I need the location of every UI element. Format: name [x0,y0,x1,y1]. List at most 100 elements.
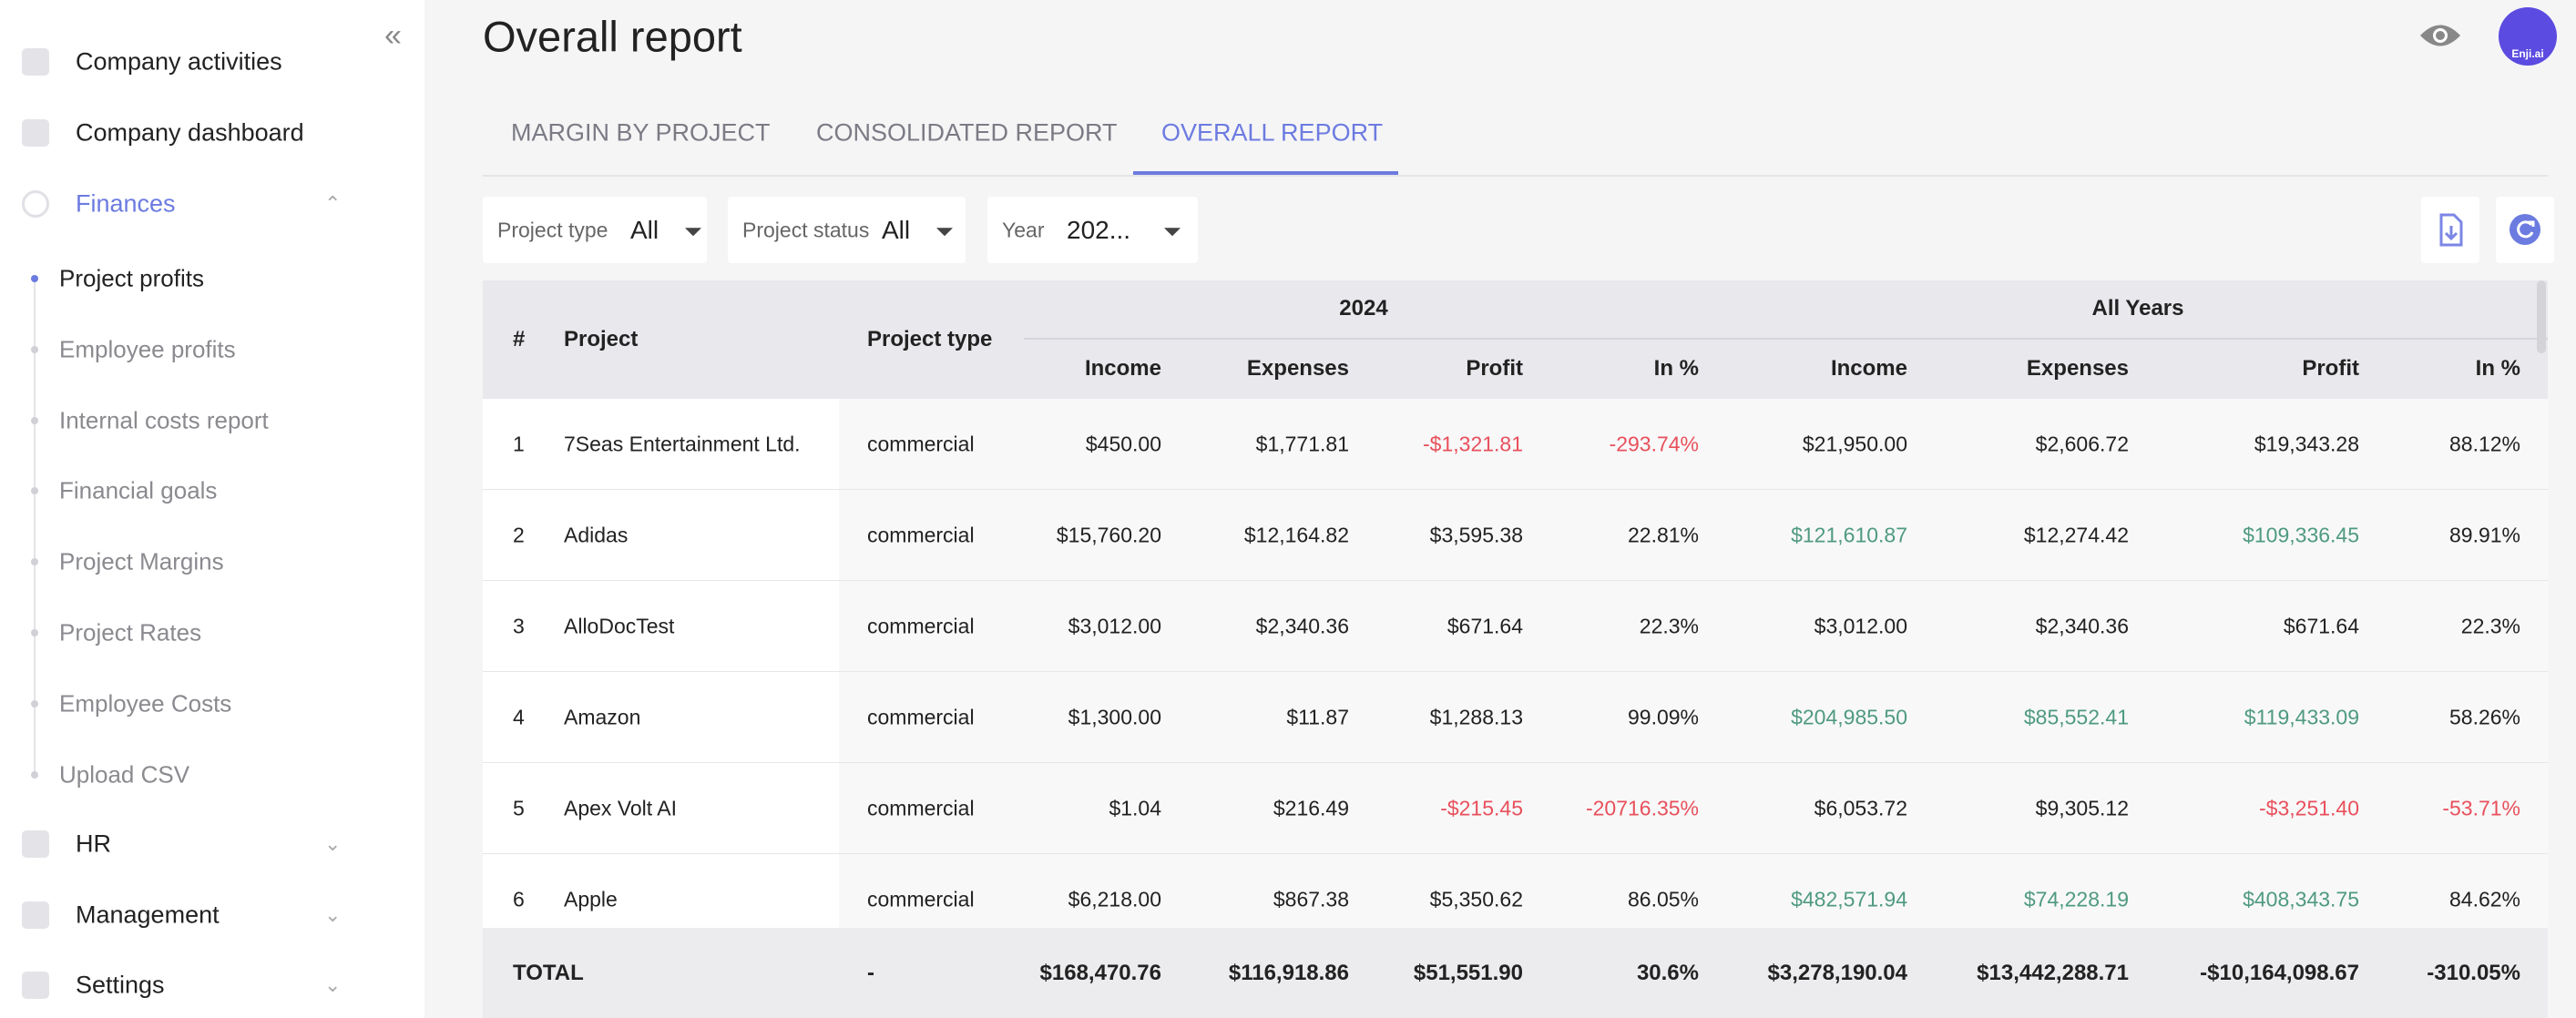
cell: $121,610.87 [1791,523,1907,547]
tree-dot [31,629,38,636]
refresh-button[interactable] [2496,197,2554,263]
cell: -$10,164,098.67 [2200,961,2359,985]
filter[interactable]: Year 202... [987,197,1198,263]
tab[interactable]: CONSOLIDATED REPORT [816,118,1118,147]
header-cell: Expenses [2026,356,2129,381]
nav-subitem[interactable]: Project profits [59,264,204,292]
icon [22,830,49,858]
cell: -293.74% [1609,432,1699,456]
cell: 30.6% [1636,961,1699,985]
row-bg [839,763,2548,854]
tree-line [34,279,36,775]
row-border [483,489,2548,490]
tree-dot [31,558,38,566]
cell: $12,164.82 [1243,523,1349,547]
download-button[interactable] [2421,197,2479,263]
caret [936,227,953,236]
row-border [483,853,2548,854]
cell: 99.09% [1627,705,1699,729]
cell: $1.04 [1109,796,1161,820]
icon [22,972,49,999]
cell: $408,343.75 [2243,887,2359,911]
row-bg [839,581,2548,672]
icon [22,901,49,929]
cell: $2,606.72 [2035,432,2129,456]
nav-subitem[interactable]: Project Rates [59,618,202,646]
filter-label: Year [1002,218,1045,241]
cell: $3,012.00 [1068,614,1161,638]
cell: 84.62% [2448,887,2520,911]
cell: $116,918.86 [1228,961,1349,985]
cell: -$215.45 [1440,796,1523,820]
cell: commercial [867,432,975,456]
tree-dot [31,699,38,708]
group-header: 2024 [1339,296,1388,321]
cell: $216.49 [1273,796,1349,820]
nav-item[interactable]: Settings [76,971,165,999]
cell: commercial [867,705,975,729]
cell: $1,288.13 [1429,705,1523,729]
row-bg [839,854,2548,928]
total-row: TOTAL - $168,470.76 $116,918.86 $51,551.90 30… [483,928,2548,1018]
avatar-text: Enji.ai [2511,47,2544,60]
filter[interactable]: Project status All [728,197,966,263]
avatar[interactable]: Enji.ai [2499,7,2557,66]
cell: $15,760.20 [1056,523,1161,547]
tree-dot [31,770,38,779]
scrollbar [2537,280,2546,353]
row-border [483,580,2548,581]
cell: $204,985.50 [1791,705,1907,729]
cell: $3,012.00 [1814,614,1907,638]
filter-label: Project status [742,218,870,241]
nav-subitem[interactable]: Financial goals [59,476,218,504]
tree-dot [31,416,38,424]
filter-value: All [882,215,911,244]
nav-item[interactable]: Company dashboard [76,118,304,147]
cell: 4 [513,705,525,729]
collapse-button[interactable]: « [384,18,402,53]
group-header: All Years [2091,296,2184,321]
tree-dot [31,487,38,495]
header-cell: Expenses [1246,356,1349,381]
sidebar: « Company activities Company dashboard Fin… [0,0,424,1018]
tree-dot [31,275,38,282]
nav-subitem[interactable]: Upload CSV [59,760,190,789]
tree-dot [31,345,38,353]
filter[interactable]: Project type All [483,197,707,263]
nav-section[interactable]: Finances [76,189,176,218]
tab[interactable]: OVERALL REPORT [1161,118,1384,147]
filter-value: 202... [1067,215,1131,244]
table-body: 1 7Seas Entertainment Ltd. commercial $450.… [483,399,2548,928]
eye-icon[interactable] [2418,20,2463,51]
nav-subitem[interactable]: Internal costs report [59,406,269,434]
nav-subitem[interactable]: Employee Costs [59,689,232,718]
report-table: 1 7Seas Entertainment Ltd. commercial $450.… [483,280,2548,1018]
cell: $6,053.72 [1814,796,1907,820]
cell: 7Seas Entertainment Ltd. [564,432,801,456]
nav-subitem[interactable]: Employee profits [59,335,236,363]
header-cell: Project [564,327,639,351]
cell: $1,300.00 [1068,705,1161,729]
cell: 22.3% [1639,614,1699,638]
row-border [483,762,2548,763]
nav-subitem[interactable]: Project Margins [59,547,224,575]
nav-item[interactable]: Company activities [76,47,282,76]
cell: AlloDocTest [564,614,675,638]
cell: -53.71% [2442,796,2520,820]
cell: $450.00 [1085,432,1161,456]
cell: $2,340.36 [2035,614,2129,638]
header-cell: In % [1653,356,1699,381]
cell: 3 [513,614,525,638]
row-bg [839,672,2548,763]
cell: $867.38 [1273,887,1349,911]
row-bg [839,490,2548,581]
cell: Apex Volt AI [564,796,678,820]
header-cell: Project type [867,327,993,351]
cell: Amazon [564,705,641,729]
nav-item[interactable]: Management [76,901,220,929]
chevron: ⌃ [324,192,342,215]
nav-item[interactable]: HR [76,830,111,858]
tab[interactable]: MARGIN BY PROJECT [511,118,771,147]
cell: - [867,961,874,985]
header-cell: Profit [1466,356,1523,381]
